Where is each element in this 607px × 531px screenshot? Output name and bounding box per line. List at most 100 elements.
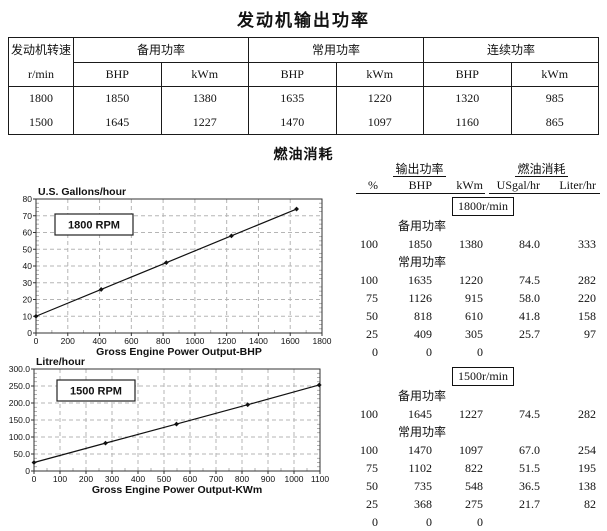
power-value: 985 (510, 86, 599, 111)
fuel-cell: 333 (578, 237, 596, 251)
x-tick-label: 700 (209, 474, 223, 484)
x-tick-label: 600 (124, 336, 138, 346)
fuel-cell: 25.7 (519, 327, 540, 341)
power-value: 1160 (423, 110, 511, 135)
table-row: 1800 1850 1380 1635 1220 1320 985 (8, 86, 599, 111)
y-tick-label: 0 (27, 328, 32, 338)
header-rule-right (489, 193, 600, 194)
x-tick-label: 200 (79, 474, 93, 484)
power-value: 1227 (160, 110, 249, 135)
chart-svg: 0 100 200 300 400 500 600 700 800 900 1000 1100 0 50.… (9, 356, 330, 496)
fuel-cell (483, 343, 540, 361)
fuel-group-consumption-label: 燃油消耗 (515, 162, 568, 177)
x-tick-label: 500 (157, 474, 171, 484)
data-marker (103, 440, 108, 446)
power-value: 1470 (248, 110, 336, 135)
x-tick-label: 1400 (249, 336, 268, 346)
rpm-row: 1500r/min (452, 367, 600, 387)
fuel-cell: 51.5 (519, 461, 540, 475)
fuel-cell: 75 (366, 461, 378, 475)
fuel-cell: 82 (584, 497, 596, 511)
fuel-cell: 0 (477, 515, 483, 529)
x-tick-label: 300 (105, 474, 119, 484)
rpm-label: 1800 RPM (68, 220, 120, 232)
fuel-chart-1500rpm: 0 100 200 300 400 500 600 700 800 900 1000 1100 0 50.… (8, 354, 348, 504)
fuel-cell: 138 (578, 479, 596, 493)
x-tick-label: 1100 (311, 474, 330, 484)
y-tick-label: 20 (23, 295, 33, 305)
fuel-cell: 100 (360, 443, 378, 457)
x-tick-label: 400 (92, 336, 106, 346)
fuel-cell: 275 (465, 497, 483, 511)
y-tick-label: 10 (23, 311, 33, 321)
fuel-group-output-label: 输出功率 (393, 162, 446, 177)
y-tick-label: 50.0 (13, 449, 30, 459)
fuel-cell: 100 (360, 273, 378, 287)
fuel-cell: 25 (366, 327, 378, 341)
fuel-cell: 67.0 (519, 443, 540, 457)
fuel-cell: 254 (578, 443, 596, 457)
header-rule-left (356, 193, 485, 194)
unit-header: kWm (510, 61, 599, 87)
power-value: 1850 (73, 86, 161, 111)
fuel-cell: 305 (465, 327, 483, 341)
x-tick-label: 800 (235, 474, 249, 484)
power-output-table: 发动机转速 r/min 备用功率 常用功率 连续功率 BHP kWm BHP k… (8, 37, 599, 135)
power-value: 1320 (423, 86, 511, 111)
power-value: 1097 (335, 110, 424, 135)
y-axis-title: U.S. Gallons/hour (38, 186, 126, 198)
fuel-cell: 75 (366, 291, 378, 305)
fuel-col-header: Liter/hr (559, 178, 596, 192)
fuel-cell: 74.5 (519, 407, 540, 421)
x-axis-title: Gross Engine Power Output-KWm (92, 484, 262, 496)
rpm-badge: 1800r/min (452, 197, 514, 216)
power-table-units-row: BHP kWm BHP kWm BHP kWm (9, 61, 599, 87)
fuel-row: 25 368 275 21.7 82 (356, 495, 600, 513)
rpm-badge: 1500r/min (452, 367, 514, 386)
power-table-group-row: 发动机转速 r/min 备用功率 常用功率 连续功率 (8, 37, 599, 87)
fuel-cell: 1126 (408, 291, 432, 305)
fuel-cell: 0 (372, 345, 378, 359)
fuel-cell: 0 (477, 345, 483, 359)
fuel-col-header: USgal/hr (496, 178, 540, 192)
fuel-cell: 84.0 (519, 237, 540, 251)
y-tick-label: 250.0 (9, 381, 31, 391)
x-tick-label: 1000 (285, 474, 304, 484)
header-rule-row (356, 193, 600, 194)
fuel-col-header: kWm (456, 178, 483, 192)
unit-header: BHP (73, 61, 161, 87)
y-tick-label: 30 (23, 278, 33, 288)
fuel-column-header-row: % BHP kWm USgal/hr Liter/hr (356, 177, 600, 193)
data-marker (31, 460, 37, 465)
y-tick-label: 60 (23, 228, 33, 238)
x-tick-label: 0 (34, 336, 39, 346)
fuel-row: 0 0 0 (356, 343, 600, 361)
chart-svg: 0 200 400 600 800 1000 1200 1400 1600 1800 0 10 20 30… (23, 186, 332, 358)
fuel-cell: 58.0 (519, 291, 540, 305)
group-prime-power: 常用功率 (248, 37, 424, 62)
y-tick-label: 150.0 (9, 415, 31, 425)
fuel-cell: 1850 (408, 237, 432, 251)
fuel-row: 25 409 305 25.7 97 (356, 325, 600, 343)
power-value: 1645 (73, 110, 161, 135)
x-tick-label: 900 (261, 474, 275, 484)
fuel-col-header: BHP (408, 178, 432, 192)
fuel-cell: 282 (578, 407, 596, 421)
fuel-cell: 36.5 (519, 479, 540, 493)
y-tick-label: 70 (23, 211, 33, 221)
fuel-row: 50 735 548 36.5 138 (356, 477, 600, 495)
fuel-cell: 0 (426, 515, 432, 529)
fuel-cell: 1470 (408, 443, 432, 457)
fuel-row: 75 1126 915 58.0 220 (356, 289, 600, 307)
power-category-label: 常用功率 (398, 425, 447, 439)
x-tick-label: 100 (53, 474, 67, 484)
fuel-row: 0 0 0 (356, 513, 600, 531)
unit-header: BHP (423, 61, 511, 87)
data-marker (163, 260, 169, 266)
fuel-col-header: % (368, 178, 378, 192)
data-marker (316, 382, 322, 388)
fuel-group-consumption-wrap: 燃油消耗 (483, 162, 600, 177)
engine-speed-unit: r/min (28, 67, 54, 81)
fuel-row: 100 1850 1380 84.0 333 (356, 235, 600, 253)
x-tick-label: 800 (156, 336, 170, 346)
